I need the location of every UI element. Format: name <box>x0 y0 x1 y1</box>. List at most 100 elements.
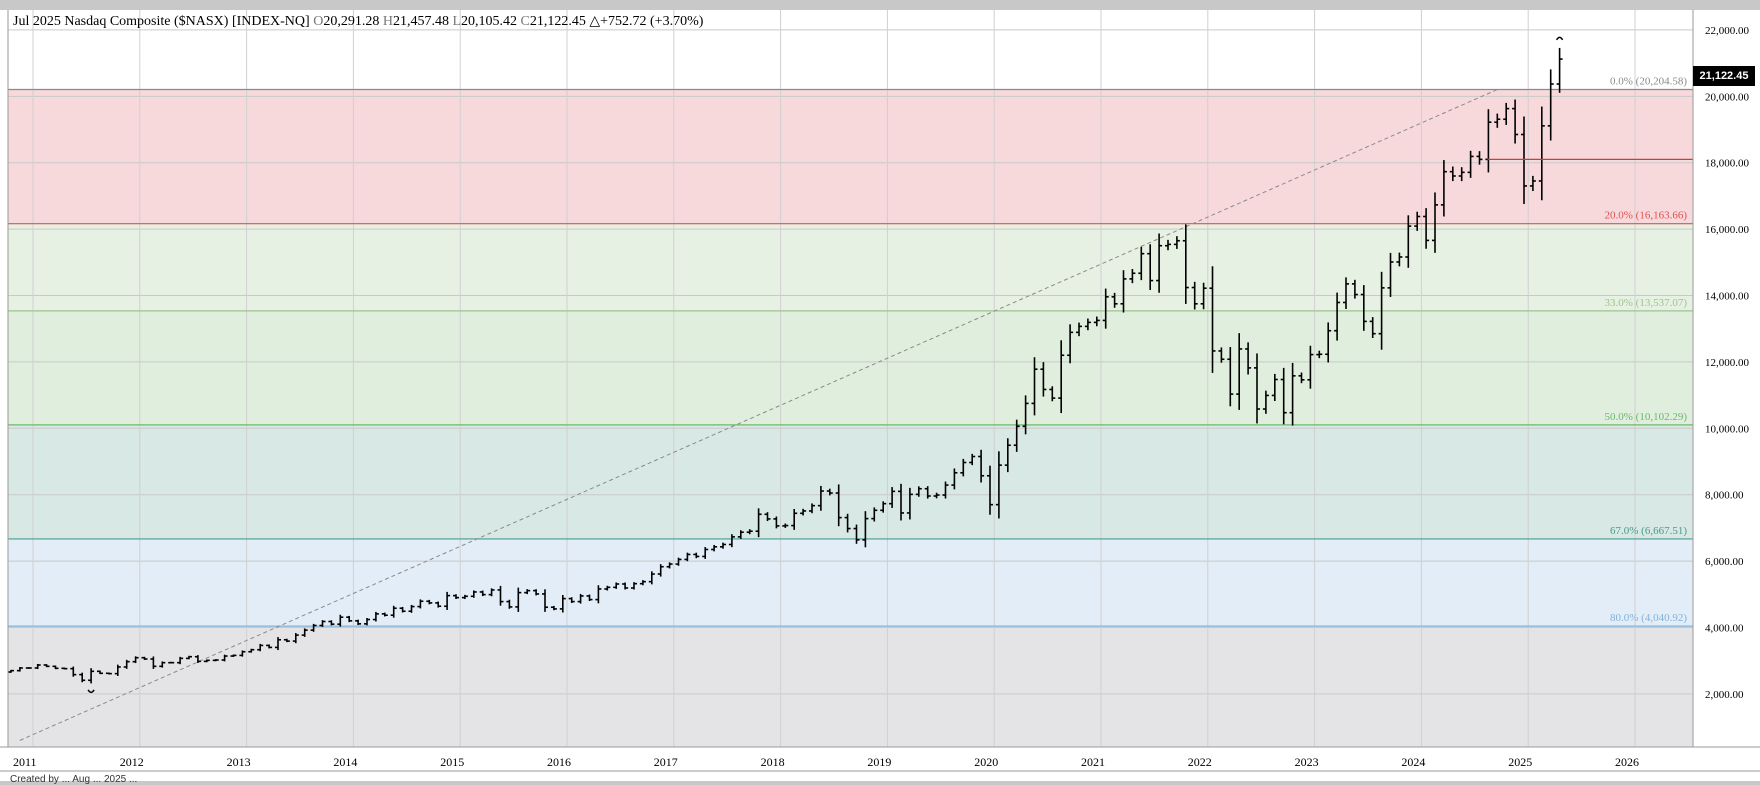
close-value: 21,122.45 <box>529 14 586 29</box>
ohlc-bar <box>408 604 415 613</box>
symbol-name: Nasdaq Composite ($NASX) [INDEX-NQ] <box>64 14 310 29</box>
ohlc-bar <box>1298 372 1305 384</box>
ohlc-bar <box>1004 438 1011 473</box>
ohlc-bar <box>1529 175 1536 192</box>
high-key: H <box>382 14 393 29</box>
ohlc-bar <box>1209 266 1216 373</box>
change-value: △+752.72 (+3.70%) <box>589 14 704 29</box>
ohlc-bar <box>559 595 566 613</box>
ohlc-bar <box>141 656 148 660</box>
peak-marker <box>1555 36 1564 41</box>
ohlc-bar <box>43 664 50 668</box>
ohlc-bar <box>435 601 442 608</box>
ohlc-bar <box>105 672 112 675</box>
ohlc-bar <box>969 453 976 466</box>
ohlc-bar <box>809 503 815 514</box>
ohlc-bar <box>613 582 620 589</box>
ohlc-bar <box>693 552 700 559</box>
ohlc-bar <box>150 656 157 669</box>
ohlc-bar <box>1521 116 1527 204</box>
ohlc-bar <box>942 481 949 499</box>
ohlc-bar <box>1031 357 1038 416</box>
ohlc-bar <box>1547 69 1554 141</box>
ohlc-bar <box>684 552 691 562</box>
ohlc-bar <box>203 659 210 663</box>
ohlc-bar <box>1476 151 1483 165</box>
x-tick-label: 2020 <box>974 755 998 769</box>
ohlc-bar <box>1325 322 1332 363</box>
ohlc-bar <box>764 512 771 522</box>
fib-zone-4 <box>8 538 1693 627</box>
ohlc-bar <box>177 656 184 665</box>
ohlc-bar <box>194 655 201 663</box>
ohlc-bar <box>1245 342 1252 375</box>
ohlc-bar <box>114 664 121 676</box>
y-tick-label: 10,000.00 <box>1705 423 1750 435</box>
ohlc-bar <box>1538 106 1545 201</box>
ohlc-bar <box>826 488 833 496</box>
ohlc-bar <box>711 544 718 552</box>
low-key: L <box>452 14 462 29</box>
ohlc-bar <box>248 648 255 653</box>
ohlc-bar <box>1120 270 1127 313</box>
ohlc-bar <box>283 638 290 643</box>
ohlc-bar <box>1049 386 1056 402</box>
x-tick-label: 2012 <box>120 755 144 769</box>
ohlc-bar <box>1307 345 1314 389</box>
y-tick-label: 2,000.00 <box>1705 689 1744 701</box>
chart-header: Jul 2025 Nasdaq Composite ($NASX) [INDEX… <box>13 13 703 30</box>
ohlc-bar <box>960 458 967 477</box>
ohlc-bar <box>1432 192 1438 253</box>
ohlc-bar <box>372 611 379 622</box>
ohlc-bar <box>266 644 273 649</box>
ohlc-bar <box>898 483 904 521</box>
ohlc-bar <box>123 659 130 669</box>
ohlc-bar <box>915 486 922 497</box>
fib-label-2: 33.0% (13,537.07) <box>1605 297 1688 309</box>
ohlc-bar <box>61 667 68 670</box>
ohlc-bar <box>933 492 940 499</box>
low-value: 20,105.42 <box>461 14 518 29</box>
ohlc-bar <box>995 451 1002 519</box>
x-tick-label: 2013 <box>227 755 251 769</box>
ohlc-bar <box>1316 350 1323 359</box>
ohlc-bar <box>479 590 486 597</box>
ohlc-bar <box>853 524 860 544</box>
ohlc-bar <box>737 530 744 539</box>
x-tick-label: 2014 <box>333 755 357 769</box>
ohlc-bar <box>728 534 735 548</box>
ohlc-bar <box>987 465 993 515</box>
ohlc-bar <box>622 582 629 590</box>
ohlc-bar <box>461 594 468 600</box>
ohlc-bar <box>70 666 77 677</box>
ohlc-bar <box>1058 340 1065 414</box>
trough-marker <box>87 689 95 694</box>
ohlc-bar <box>328 620 335 626</box>
ohlc-bar <box>648 571 655 585</box>
ohlc-bar <box>132 656 139 664</box>
ohlc-bar <box>746 529 753 535</box>
x-tick-label: 2011 <box>13 755 37 769</box>
ohlc-bar <box>1271 373 1278 402</box>
ohlc-bar <box>1378 271 1385 350</box>
y-tick-label: 8,000.00 <box>1705 490 1744 502</box>
ohlc-bar <box>1360 285 1367 331</box>
ohlc-bar <box>1165 239 1171 251</box>
ohlc-bar <box>657 564 664 577</box>
ohlc-bar <box>568 597 575 603</box>
ohlc-bar <box>355 619 362 626</box>
open-key: O <box>313 14 324 29</box>
ohlc-bar <box>1289 362 1296 426</box>
ohlc-bar <box>230 654 237 657</box>
x-tick-label: 2023 <box>1295 755 1319 769</box>
ohlc-bar <box>1280 367 1287 425</box>
trend-line <box>19 89 1498 741</box>
ohlc-bar <box>1503 102 1510 125</box>
ohlc-bar <box>52 665 59 670</box>
fib-label-5: 80.0% (4,040.92) <box>1610 612 1687 624</box>
ohlc-bar <box>835 484 842 527</box>
ohlc-bar <box>817 485 824 511</box>
ohlc-bar <box>79 672 86 683</box>
fib-label-0: 0.0% (20,204.58) <box>1610 76 1687 88</box>
